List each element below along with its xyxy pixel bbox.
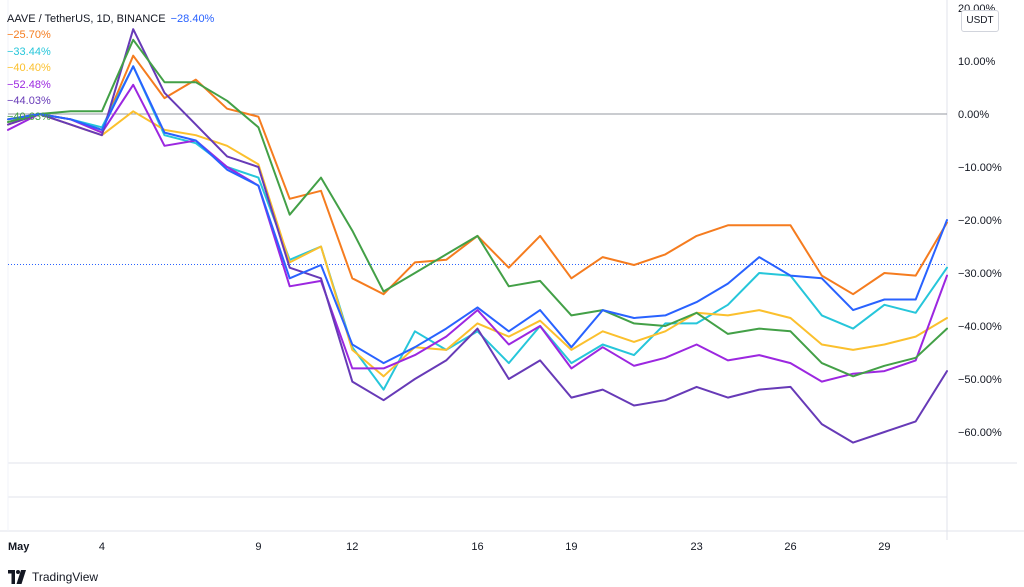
series-line-4 (7, 28, 948, 444)
legend-series-value[interactable]: −33.44% (7, 45, 51, 58)
y-tick-label: −50.00% (958, 374, 1002, 386)
y-tick-label: 10.00% (958, 56, 996, 68)
legend-series-value[interactable]: −40.63% (7, 111, 51, 124)
x-tick-label: 29 (878, 541, 890, 553)
series-line-3 (7, 83, 948, 383)
y-tick-label: −30.00% (958, 268, 1002, 280)
x-tick-label: May (8, 541, 30, 553)
x-tick-label: 4 (99, 541, 105, 553)
legend-series-value[interactable]: −44.03% (7, 95, 51, 108)
y-tick-label: −10.00% (958, 162, 1002, 174)
series-lines (7, 28, 948, 444)
brand-name: TradingView (32, 570, 99, 584)
reference-lines (8, 113, 947, 266)
legend: AAVE / TetherUS, 1D, BINANCE −28.40% −25… (7, 11, 214, 126)
tradingview-brand[interactable]: TradingView (8, 568, 98, 586)
x-tick-label: 16 (471, 541, 483, 553)
y-tick-label: 0.00% (958, 109, 989, 121)
legend-series-value[interactable]: −25.70% (7, 29, 51, 42)
currency-unit-badge[interactable]: USDT (961, 10, 999, 32)
y-tick-label: −60.00% (958, 427, 1002, 439)
y-tick-label: −20.00% (958, 215, 1002, 227)
symbol-change: −28.40% (170, 13, 215, 25)
y-tick-label: −40.00% (958, 321, 1002, 333)
grid-lines (0, 0, 1024, 540)
series-line-2 (7, 110, 948, 378)
tradingview-logo-icon (8, 570, 26, 584)
legend-series-value[interactable]: −40.40% (7, 62, 51, 75)
x-tick-label: 12 (346, 541, 358, 553)
series-line-6 (7, 65, 948, 365)
series-line-5 (7, 38, 948, 378)
legend-series-value[interactable]: −52.48% (7, 78, 51, 91)
time-axis[interactable]: May 4 9 12 16 19 23 26 29 (8, 541, 891, 553)
x-tick-label: 9 (255, 541, 261, 553)
x-tick-label: 19 (565, 541, 577, 553)
legend-symbol-row[interactable]: AAVE / TetherUS, 1D, BINANCE −28.40% (7, 11, 214, 27)
x-tick-label: 26 (784, 541, 796, 553)
x-tick-label: 23 (690, 541, 702, 553)
symbol-title: AAVE / TetherUS, 1D, BINANCE (7, 13, 166, 25)
